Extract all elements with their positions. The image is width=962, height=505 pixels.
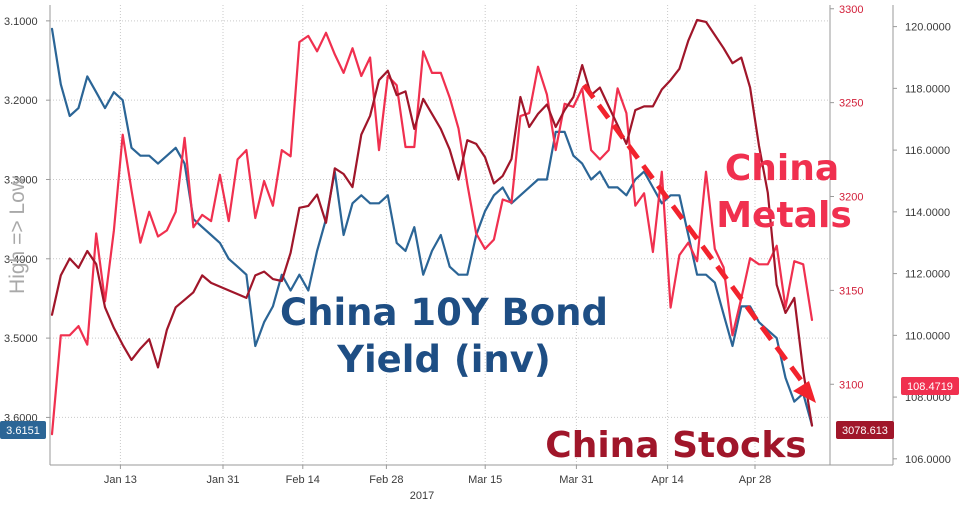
x-tick-label: Apr 14 (651, 474, 683, 486)
right-tick-label: 108.0000 (905, 392, 951, 404)
x-tick-label: Jan 13 (104, 474, 137, 486)
right-tick-label: 110.0000 (905, 330, 950, 342)
gridlines (50, 5, 830, 465)
bond-last-value-tag: 3.6151 (6, 425, 40, 437)
annotation-label: China Stocks (545, 425, 806, 466)
left-tick-label: 3.3000 (4, 174, 38, 186)
series-lines (50, 18, 814, 436)
metals-last-value-tag-box (901, 377, 959, 395)
stocks-last-value-tag: 3078.613 (842, 425, 888, 437)
left-tick-label: 3.2000 (4, 95, 38, 107)
trend-arrow-head (793, 381, 816, 403)
x-tick-label: Jan 31 (206, 474, 239, 486)
right-tick-label: 114.0000 (905, 207, 950, 219)
x-tick-label: Feb 28 (369, 474, 403, 486)
bond-last-value-tag-box (0, 421, 46, 439)
right-tick-label: 120.0000 (905, 22, 951, 34)
mid-tick-label: 3300 (839, 4, 863, 16)
trend-arrow-line (581, 83, 809, 389)
annotation-label: Yield (inv) (336, 338, 551, 381)
annotation-label: China (725, 148, 839, 189)
left-tick-label: 3.1000 (4, 16, 38, 28)
trend-arrow (581, 83, 816, 403)
metals-last-value-tag: 108.4719 (907, 381, 953, 393)
series-line-china-metals (50, 31, 814, 436)
right-tick-label: 106.0000 (905, 454, 951, 466)
annotation-label: Metals (716, 195, 852, 236)
left-tick-label: 3.4000 (4, 254, 38, 266)
x-tick-label: Mar 31 (559, 474, 593, 486)
x-tick-label: Mar 15 (468, 474, 502, 486)
axes: Jan 13 Jan 31 Feb 14 Feb 28 Mar 15 Mar 31 Apr … (4, 4, 951, 502)
left-tick-label: 3.5000 (4, 333, 38, 345)
series-line-china-10y-bond-yield-inv (50, 27, 814, 427)
mid-tick-label: 3250 (839, 98, 863, 110)
right-tick-label: 112.0000 (905, 269, 950, 281)
x-tick-label: Feb 14 (286, 474, 320, 486)
series-line-china-stocks (50, 18, 814, 427)
mid-tick-label: 3100 (839, 379, 863, 391)
chart-labels: 3.6151 108.4719 3078.613 China 10Y BondYiel… (0, 148, 959, 466)
right-tick-label: 118.0000 (905, 83, 950, 95)
annotation-label: China 10Y Bond (280, 291, 608, 334)
mid-tick-label: 3200 (839, 192, 863, 204)
x-tick-label: Apr 28 (739, 474, 771, 486)
stocks-last-value-tag-box (836, 421, 894, 439)
mid-tick-label: 3150 (839, 285, 863, 297)
x-year-label: 2017 (410, 490, 434, 502)
left-axis-title: High => Low (6, 175, 29, 294)
right-tick-label: 116.0000 (905, 145, 950, 157)
